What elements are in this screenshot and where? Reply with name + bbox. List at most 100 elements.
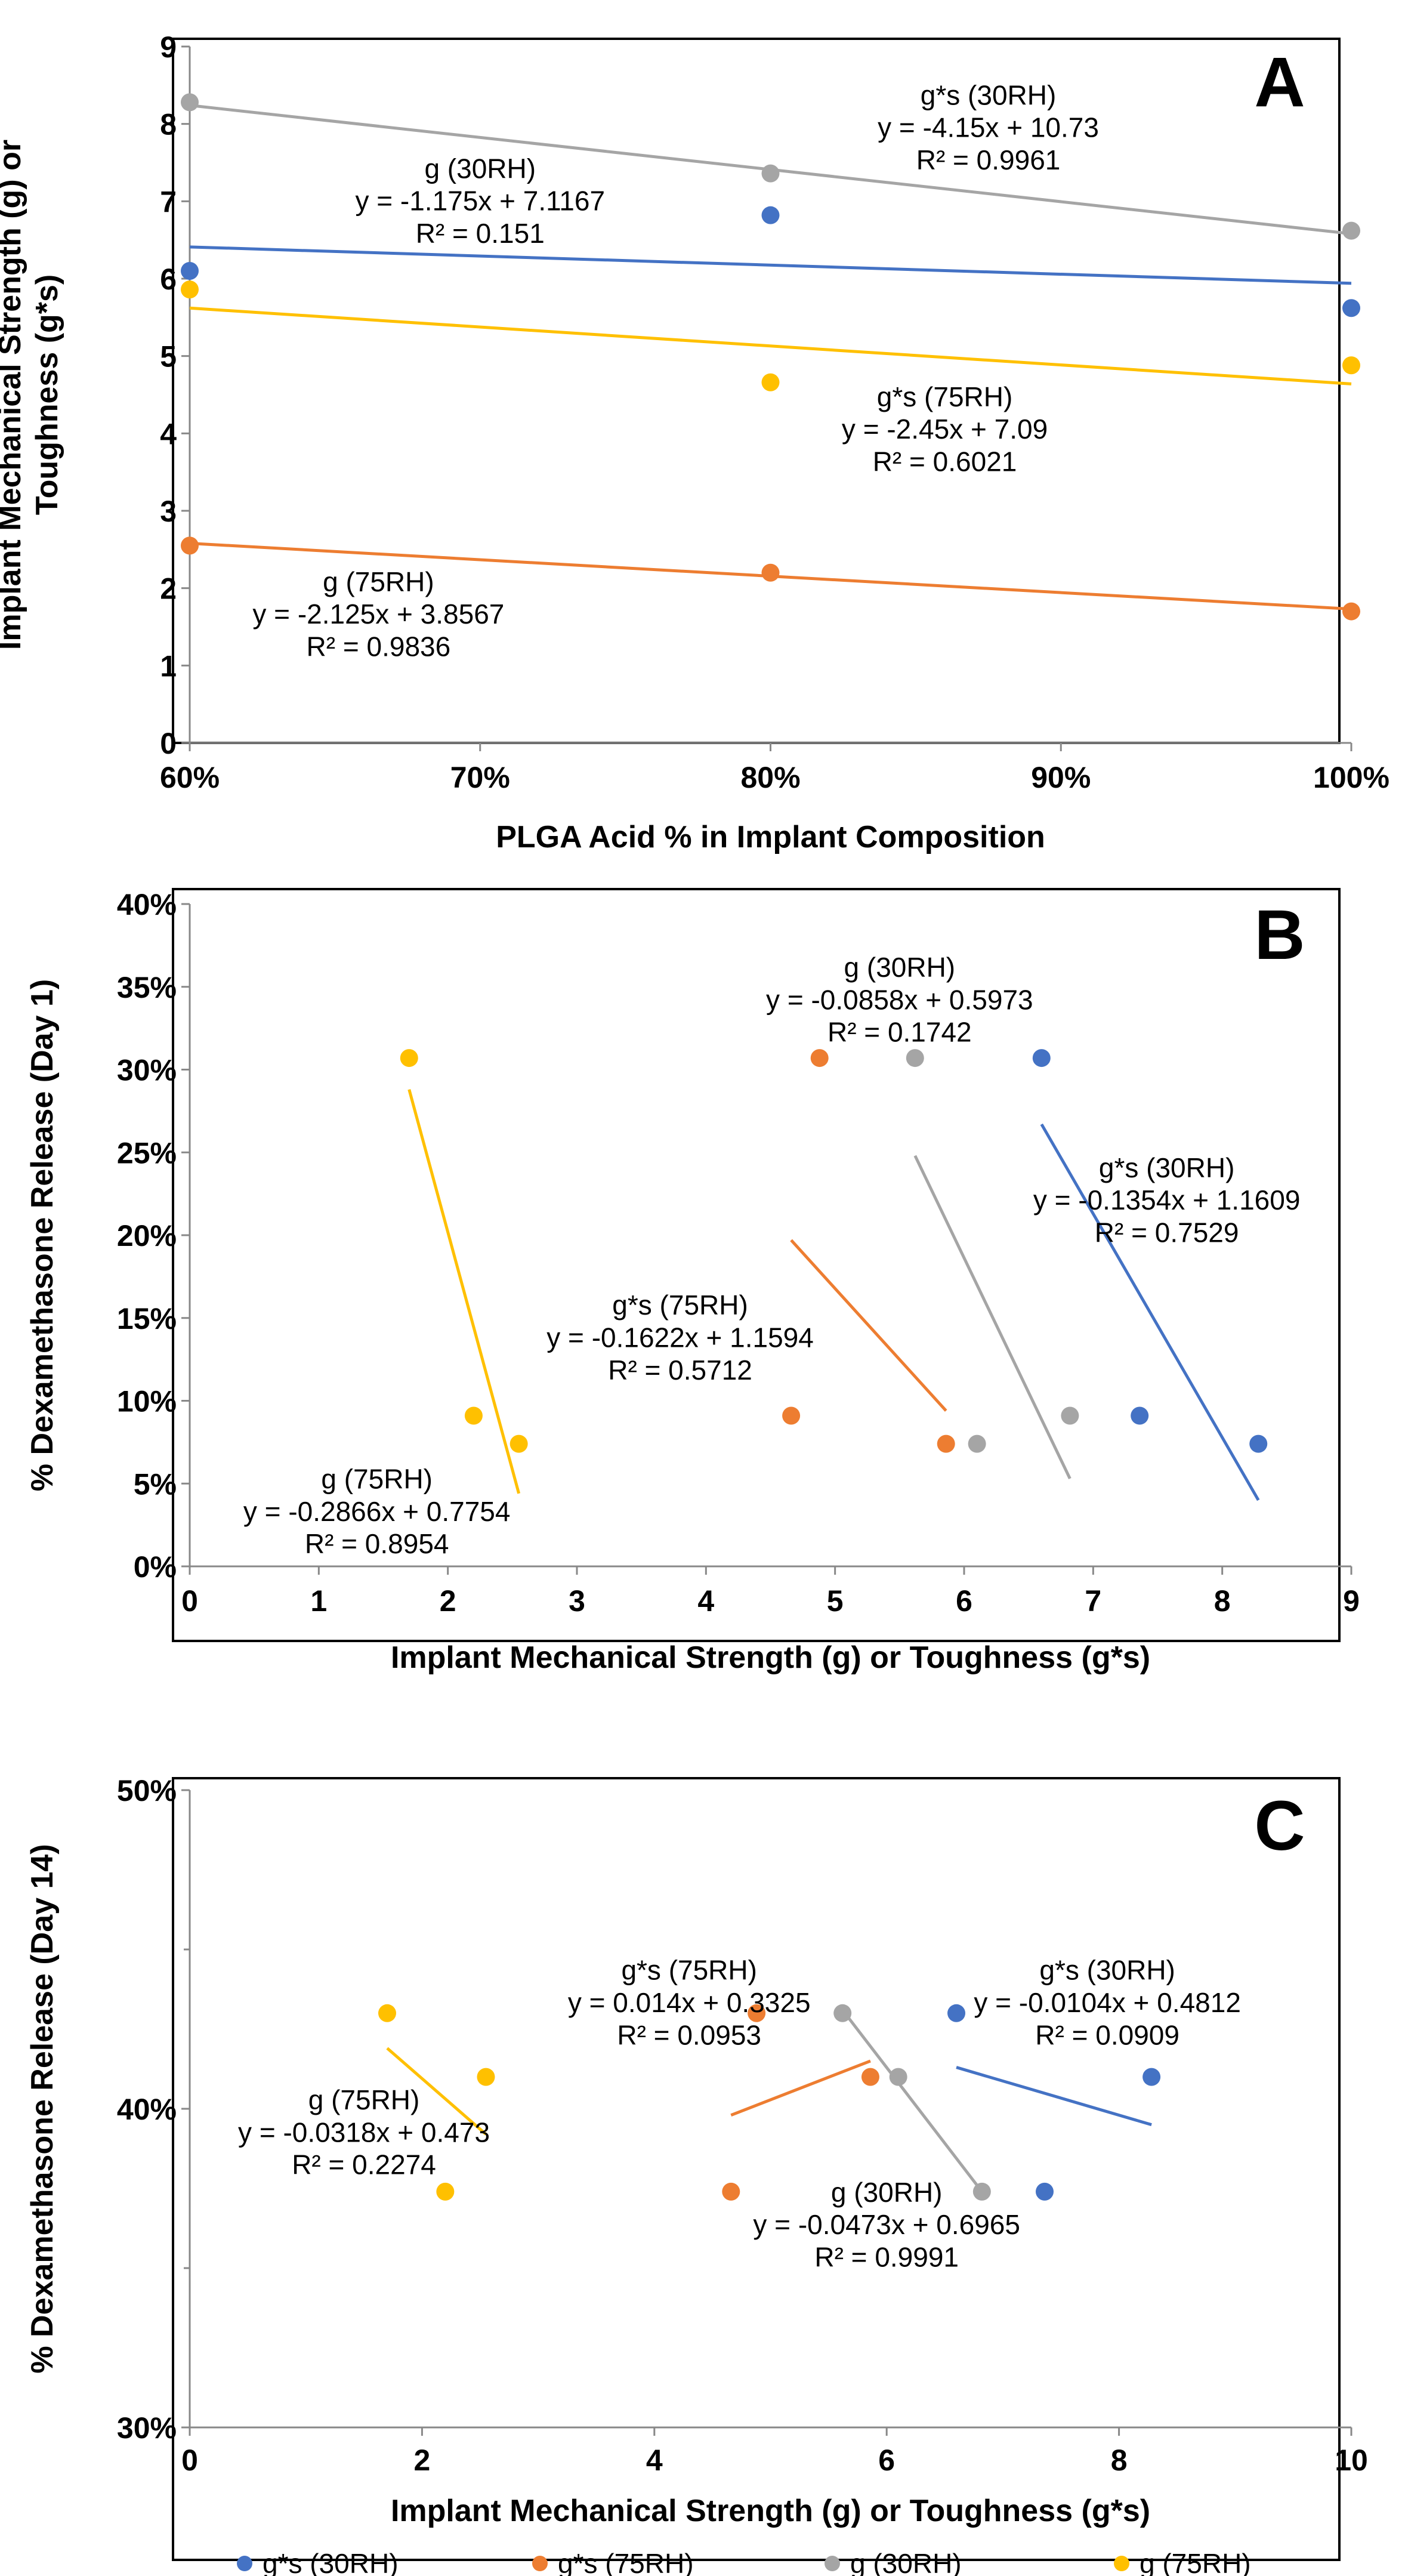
panel-a-y-tick-label: 0 [160,727,177,760]
panel-c-x-tick-label: 0 [181,2444,198,2477]
panel-a-trendline-gss-30rh [189,245,1352,285]
panel-a-trendline-g-75rh [189,306,1352,385]
panel-a-series-gss-30rh [181,206,1360,317]
panel-a-series-g-75rh [181,280,1360,391]
panel-a-y-tick-label: 3 [160,495,177,528]
panel-c-point-gss-30rh [947,2004,966,2022]
panel-a-annotation-line: y = -1.175x + 7.1167 [355,186,605,217]
legend-label-g-75rh: g (75RH) [1140,2548,1251,2576]
panel-c-trendline-gss-75rh [730,2059,871,2117]
panel-b-x-tick-label: 0 [181,1584,198,1618]
panel-a-annotation-line: y = -4.15x + 10.73 [878,112,1099,143]
panel-c-series-gss-30rh [947,2004,1161,2201]
panel-b-trendline-g-75rh [407,1089,521,1494]
panel-c-annotation-line: y = -0.0104x + 0.4812 [974,1987,1241,2018]
panel-c-annotation-line: y = -0.0473x + 0.6965 [753,2209,1020,2240]
panel-b-series-g-30rh [906,1049,1079,1480]
panel-c-point-gss-75rh [748,2004,766,2022]
legend-marker-gss-75rh [532,2556,548,2571]
panel-c-point-gss-75rh [722,2182,740,2201]
panel-c-point-g-75rh [378,2004,396,2022]
panel-b-x-tick-label: 3 [569,1584,585,1618]
panel-b-x-tick-label: 5 [827,1584,844,1618]
panel-c-y-tick-label: 40% [117,2093,177,2126]
panel-c-trendline-gss-30rh [956,2066,1152,2127]
panel-a-y-tick-label: 5 [160,340,177,374]
panel-a-y-tick-label: 9 [160,30,177,64]
panel-a-point-g-75rh [181,280,199,299]
panel-b-y-tick-label: 5% [134,1467,177,1501]
panel-b-point-gss-30rh [1249,1434,1268,1453]
panel-a-trendline-annotation: g*s (75RH) y = -2.45x + 7.09 R² = 0.6021 [842,381,1048,477]
panel-a-annotation-line: R² = 0.6021 [873,446,1017,477]
panel-c-y-axis-title: % Dexamethasone Release (Day 14) [25,1844,60,2373]
panel-a-annotation-line: g*s (30RH) [921,79,1057,110]
panel-a-point-gss-30rh [181,262,199,280]
panel-b-point-gss-75rh [782,1406,801,1425]
panel-b-x-axis-title: Implant Mechanical Strength (g) or Tough… [391,1640,1150,1675]
panel-a-y-axis-title-line: Toughness (g*s) [30,274,64,515]
panel-b-x-tick-label: 8 [1214,1584,1231,1618]
panel-a-series-g-30rh [181,93,1360,240]
panel-a-annotation-line: g*s (75RH) [877,381,1013,412]
panel-c-x-tick-label: 4 [646,2444,663,2477]
panel-c-trendline-annotation: g (30RH) y = -0.0473x + 0.6965 R² = 0.9991 [753,2177,1020,2273]
panel-c-point-g-75rh [477,2068,495,2086]
panel-c-point-g-75rh [436,2182,455,2201]
panel-a-point-g-75rh [1342,356,1360,375]
panel-a-trendline-annotation: g (75RH) y = -2.125x + 3.8567 R² = 0.9836 [252,566,504,662]
panel-c-trendline-annotation: g (75RH) y = -0.0318x + 0.473 R² = 0.2274 [238,2084,490,2180]
panel-c-x-tick-label: 6 [878,2444,895,2477]
panel-b-point-gss-30rh [1131,1406,1149,1425]
panel-c-annotation-line: y = -0.0318x + 0.473 [238,2117,490,2148]
panel-b-x-tick-label: 1 [310,1584,327,1618]
panel-c-frame [172,1777,1341,2561]
legend-label-gss-75rh: g*s (75RH) [558,2548,694,2576]
panel-a-point-gss-30rh [761,206,780,224]
panel-c-annotation-line: R² = 0.0909 [1035,2019,1179,2050]
panel-a-x-axis-title: PLGA Acid % in Implant Composition [496,820,1045,854]
panel-b-letter: B [1254,896,1305,974]
panel-c-letter: C [1254,1787,1305,1865]
panel-b-y-tick-label: 15% [117,1302,177,1335]
panel-b-point-gss-30rh [1032,1049,1051,1068]
panel-a-annotation-line: R² = 0.9961 [916,144,1061,175]
panel-c-trendline-g-30rh [841,2009,983,2193]
panel-b-annotation-line: R² = 0.5712 [608,1355,752,1386]
panel-b-x-tick-label: 4 [697,1584,714,1618]
panel-b-y-tick-label: 0% [134,1550,177,1584]
legend-marker-g-30rh [825,2556,840,2571]
panel-b-series-gss-30rh [1032,1049,1268,1501]
panel-b-trendline-annotation: g*s (75RH) y = -0.1622x + 1.1594 R² = 0.57… [546,1289,814,1386]
panel-a-letter: A [1254,43,1305,122]
panel-b-point-gss-75rh [937,1434,955,1453]
panel-c-x-tick-label: 2 [413,2444,430,2477]
panel-c-annotation-line: g*s (30RH) [1039,1955,1175,1986]
panel-c-y-tick-label: 30% [117,2411,177,2445]
panel-c-chart: C 30% 40% 50% 0 2 4 6 8 10 Implant Mechanical Str… [25,1774,1368,2561]
panel-c-point-gss-30rh [1035,2182,1054,2201]
panel-b-annotation-line: g (75RH) [321,1464,433,1495]
panel-b-annotation-line: g*s (75RH) [612,1289,748,1321]
panel-a-x-tick-label: 60% [160,761,220,794]
panel-b-trendline-annotation: g (30RH) y = -0.0858x + 0.5973 R² = 0.1742 [766,952,1033,1048]
panel-b-point-g-75rh [509,1434,528,1453]
panel-b-axes: 0% 5% 10% 15% 20% 25% 30% 35% 40% 0 1 2 3 4 5 6 7 8 9 [117,888,1360,1618]
panel-b-annotation-line: y = -0.1354x + 1.1609 [1033,1184,1301,1215]
panel-b-chart: B 0% 5% 10% 15% 20% 25% 30% 35% 40% 0 1 2 3 4 5 6 7 8 9 Imp… [25,888,1360,1675]
panel-c-series-g-30rh [833,2004,991,2201]
panel-a-annotation-line: g (30RH) [424,153,536,184]
panel-c-annotation-line: g (75RH) [308,2084,420,2115]
panel-b-annotation-line: g*s (30RH) [1099,1152,1235,1183]
panel-b-x-tick-label: 7 [1085,1584,1101,1618]
panel-c-point-g-30rh [833,2004,852,2022]
panel-b-trendline-annotation: g*s (30RH) y = -0.1354x + 1.1609 R² = 0.75… [1033,1152,1301,1248]
panel-a-annotation-line: R² = 0.9836 [307,631,451,662]
panel-b-y-axis-title: % Dexamethasone Release (Day 1) [25,979,60,1491]
panel-a-x-tick-label: 80% [740,761,800,794]
panel-c-point-g-30rh [972,2182,991,2201]
panel-b-y-tick-label: 30% [117,1054,177,1087]
panel-a-point-gss-75rh [181,536,199,555]
panel-b-y-tick-label: 35% [117,971,177,1004]
panel-c-trendline-annotation: g*s (75RH) y = 0.014x + 0.3325 R² = 0.0953 [568,1955,811,2051]
